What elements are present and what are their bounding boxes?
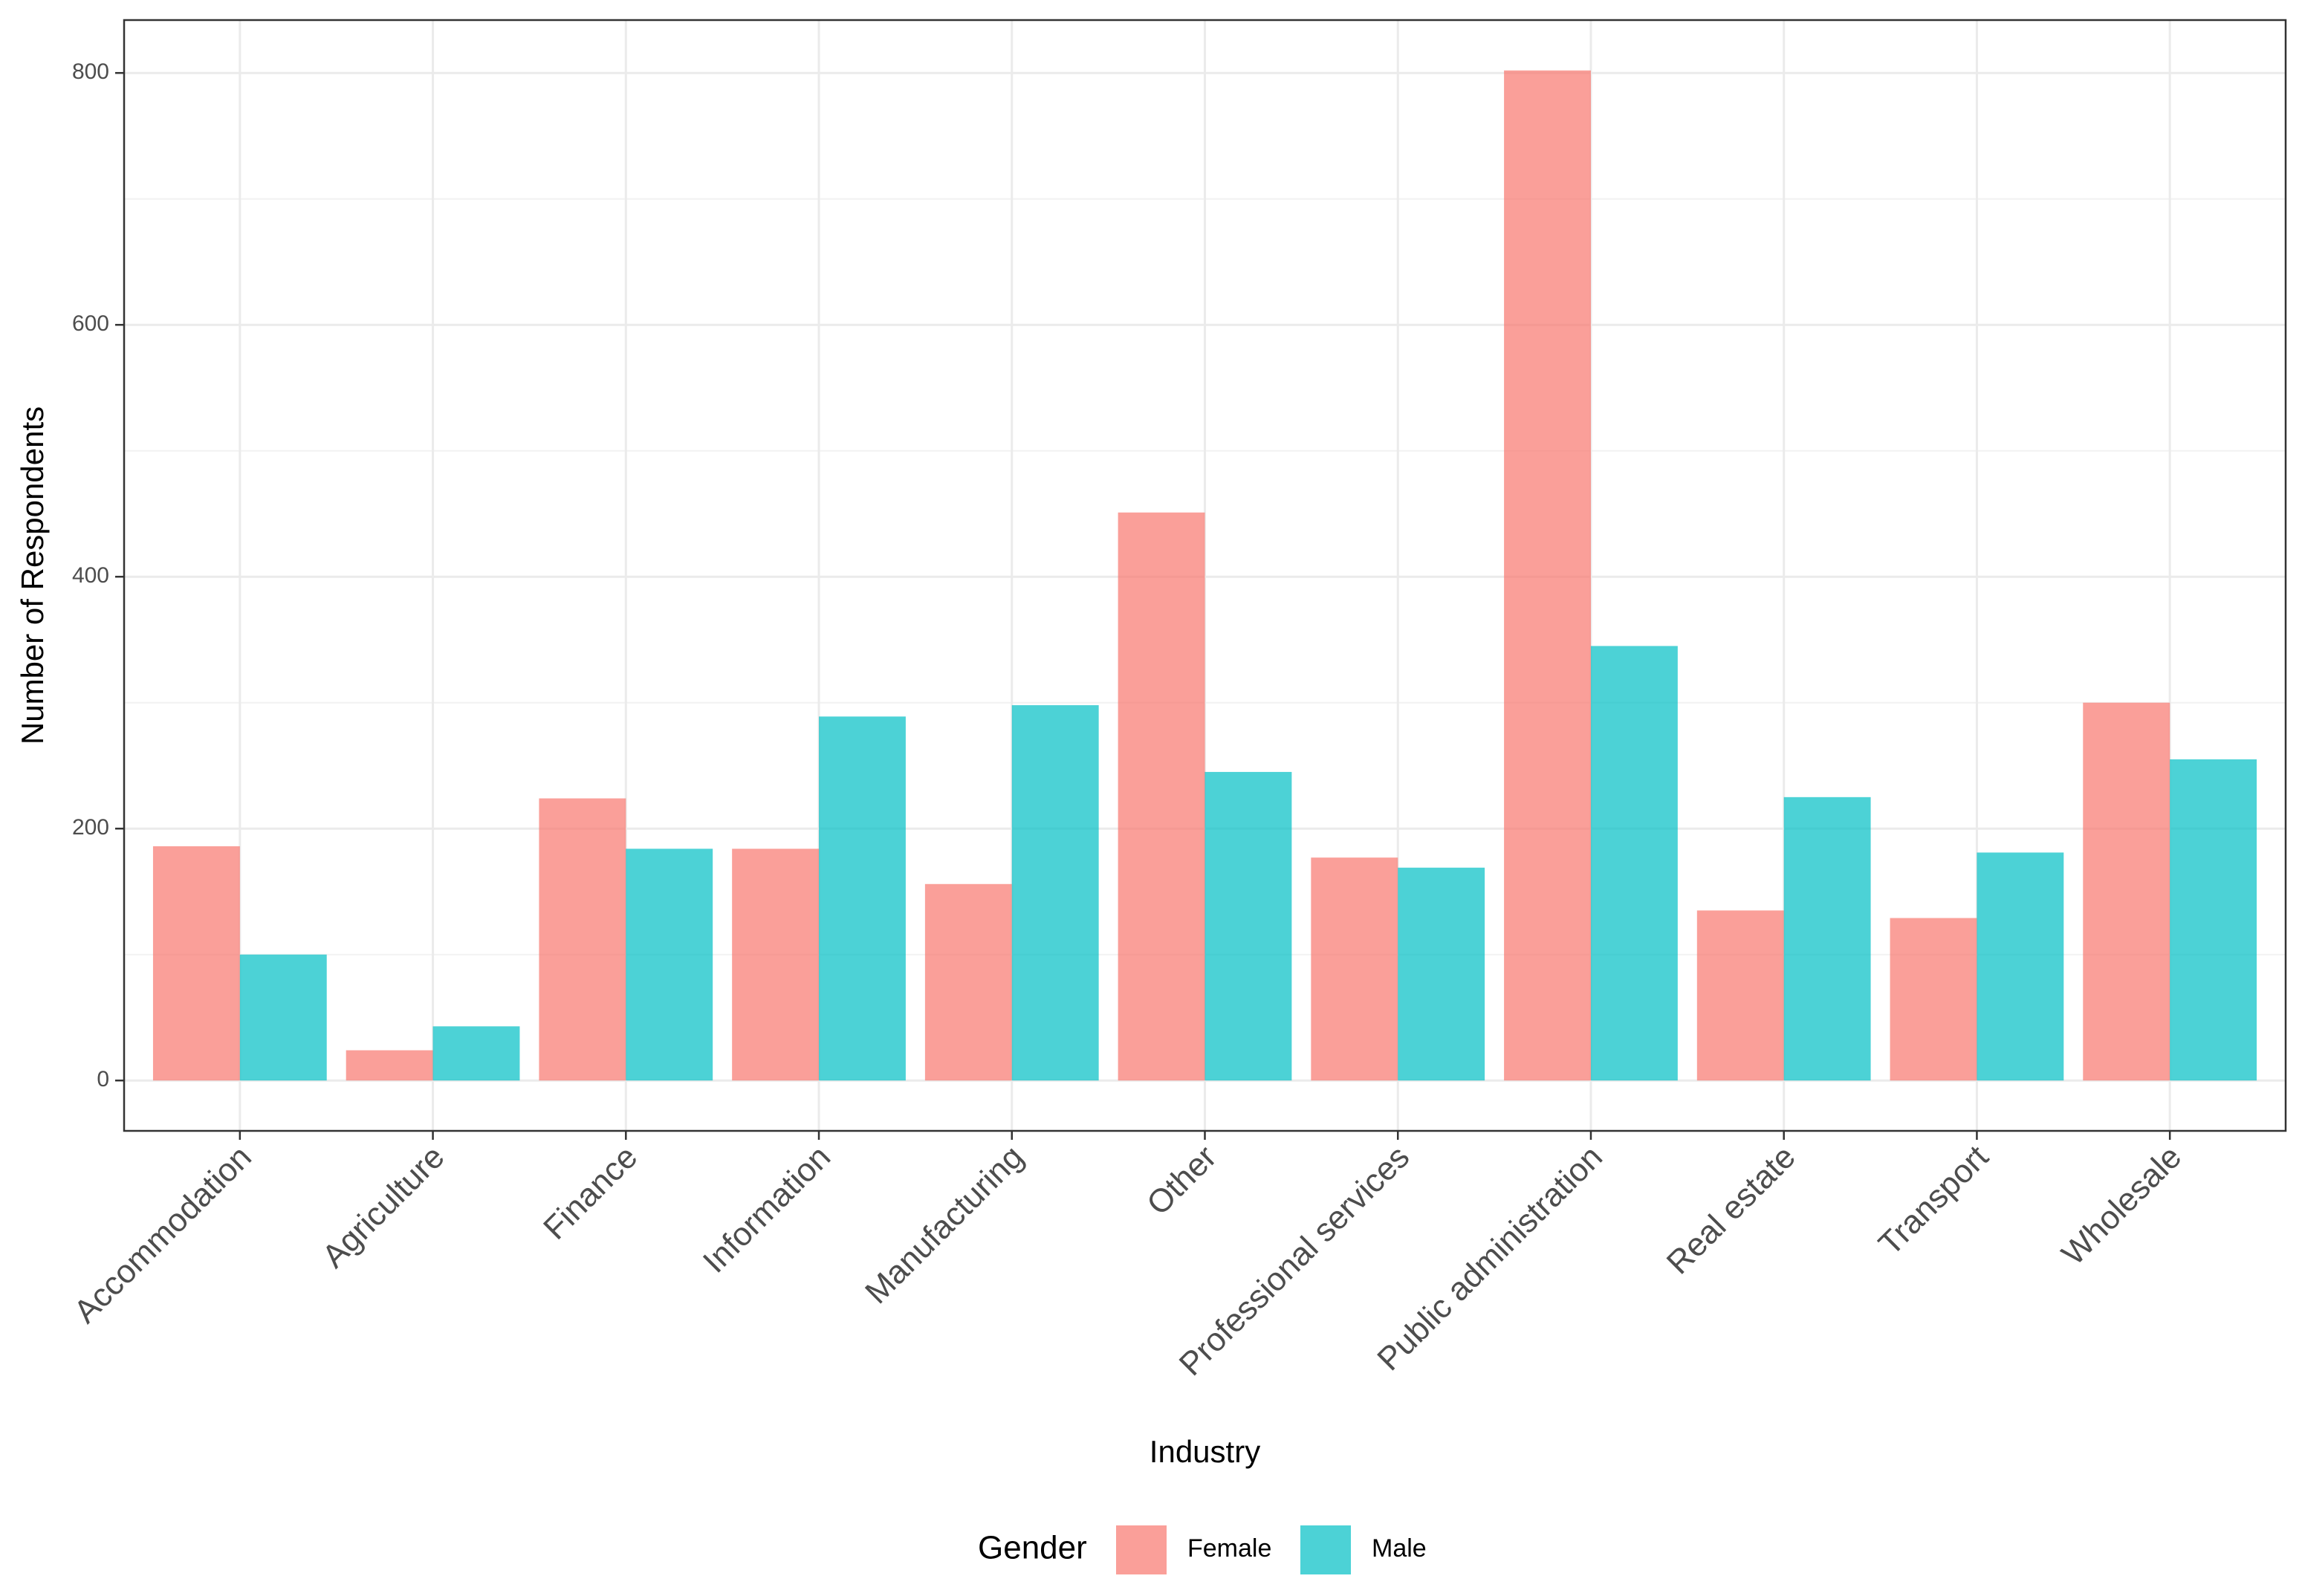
x-tick-label: Agriculture	[315, 1138, 451, 1274]
x-axis-title: Industry	[1150, 1434, 1260, 1469]
bar-female-wholesale	[2083, 703, 2170, 1081]
x-tick-label: Wholesale	[2055, 1138, 2188, 1272]
legend-label-male: Male	[1372, 1534, 1427, 1563]
y-axis-ticks: 0 200 400 600 800	[72, 59, 124, 1091]
bar-female-finance	[539, 799, 626, 1081]
bar-female-agriculture	[346, 1051, 433, 1081]
y-tick-label: 800	[72, 59, 109, 84]
x-tick-label: Other	[1140, 1138, 1223, 1222]
bar-male-manufacturing	[1012, 705, 1099, 1080]
y-tick-label: 400	[72, 563, 109, 588]
bar-male-agriculture	[433, 1026, 520, 1080]
bar-female-information	[732, 849, 819, 1080]
bar-female-professional-services	[1311, 857, 1398, 1080]
x-tick-label: Transport	[1872, 1138, 1996, 1262]
bar-male-accommodation	[240, 955, 327, 1081]
bar-male-finance	[626, 849, 713, 1080]
bar-female-other	[1118, 513, 1205, 1080]
legend: Gender Female Male	[978, 1525, 1427, 1574]
x-tick-label: Manufacturing	[858, 1138, 1031, 1311]
x-axis-ticks: Accommodation Agriculture Finance Informati…	[67, 1131, 2188, 1383]
y-axis-title: Number of Respondents	[15, 406, 50, 745]
legend-key-male	[1300, 1525, 1351, 1574]
bar-male-transport	[1977, 852, 2063, 1080]
x-tick-label: Finance	[536, 1138, 644, 1246]
legend-label-female: Female	[1187, 1534, 1271, 1563]
bar-male-public-administration	[1591, 646, 1678, 1080]
x-tick-label: Real estate	[1660, 1138, 1803, 1281]
bar-female-accommodation	[153, 846, 240, 1080]
bar-female-real-estate	[1697, 910, 1784, 1080]
y-tick-label: 200	[72, 815, 109, 840]
bar-female-transport	[1890, 918, 1977, 1081]
legend-key-female	[1116, 1525, 1167, 1574]
bar-male-professional-services	[1398, 868, 1485, 1080]
x-tick-label: Accommodation	[67, 1138, 259, 1330]
grouped-bar-chart: 0 200 400 600 800 Accommodation Agriculture Fi…	[0, 0, 2302, 1596]
bar-female-public-administration	[1504, 71, 1591, 1080]
x-tick-label: Information	[696, 1138, 837, 1279]
bar-male-wholesale	[2170, 759, 2257, 1080]
bar-male-real-estate	[1784, 797, 1871, 1080]
y-tick-label: 0	[97, 1067, 109, 1091]
bar-male-information	[819, 716, 906, 1080]
legend-title: Gender	[978, 1530, 1087, 1566]
y-tick-label: 600	[72, 311, 109, 336]
bar-male-other	[1205, 772, 1292, 1080]
bar-female-manufacturing	[925, 884, 1012, 1080]
